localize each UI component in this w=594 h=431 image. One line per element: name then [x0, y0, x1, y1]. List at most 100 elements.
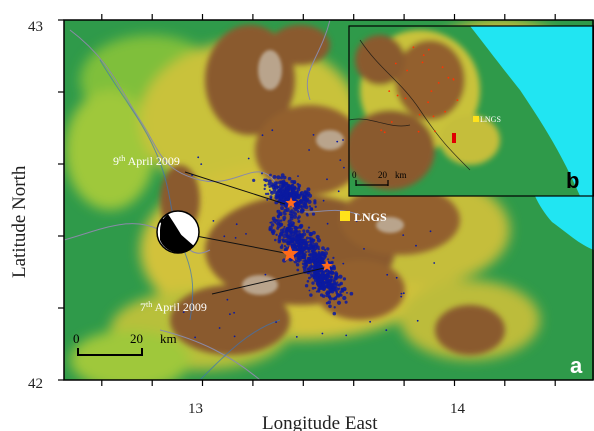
seismic-event-dot — [307, 249, 311, 253]
seismic-event-dot — [336, 283, 340, 287]
seismic-event-dot — [386, 273, 389, 276]
seismic-event-dot — [416, 319, 419, 322]
seismic-event-dot — [277, 234, 282, 239]
seismic-event-dot — [289, 235, 294, 239]
seismic-event-dot — [310, 265, 314, 268]
seismic-event-dot — [283, 225, 286, 228]
seismic-event-dot — [311, 212, 316, 216]
seismic-event-dot — [274, 221, 277, 224]
seismic-event-dot — [400, 295, 403, 298]
seismic-event-dot — [296, 216, 300, 220]
seismic-event-dot — [298, 204, 303, 208]
seismic-event-dot — [297, 186, 301, 189]
seismic-event-dot — [297, 235, 301, 238]
seismic-event-dot — [287, 176, 292, 181]
inset-scale-bar: 0 20 km — [352, 170, 407, 186]
seismic-event-dot — [272, 174, 277, 179]
seismic-event-dot — [275, 321, 277, 323]
seismic-event-dot — [395, 276, 398, 279]
seismic-event-dot — [308, 149, 310, 151]
seismic-event-dot — [317, 271, 320, 274]
seismic-event-dot — [314, 263, 317, 266]
seismic-event-dot — [274, 238, 277, 242]
seismic-event-dot — [293, 187, 297, 190]
seismic-event-dot — [282, 211, 285, 214]
sea — [535, 196, 594, 250]
seismic-event-dot — [272, 183, 275, 186]
seismic-event-dot — [278, 194, 283, 200]
seismic-event-dot — [326, 222, 329, 225]
seismic-event-dot — [296, 190, 299, 194]
seismic-event-dot — [328, 270, 332, 275]
seismic-event-dot — [331, 297, 335, 300]
seismic-event-dot — [336, 300, 342, 305]
seismic-event-dot — [194, 336, 197, 339]
focal-mechanism-beachball-icon — [156, 210, 200, 254]
seismic-event-dot — [282, 179, 286, 183]
seismic-event-dot — [309, 293, 313, 297]
seismic-event-dot — [321, 332, 324, 335]
seismic-event-dot — [333, 277, 337, 281]
seismic-event-dot — [276, 175, 281, 180]
scale-value: 20 — [130, 331, 143, 346]
seismic-event-dot — [270, 223, 275, 227]
seismic-event-dot — [290, 179, 294, 184]
seismic-event-dot — [223, 235, 226, 238]
seismic-event-dot — [261, 134, 264, 137]
seismic-event-dot — [295, 336, 298, 338]
inset-lngs-square-icon — [473, 116, 479, 122]
seismic-event-dot — [282, 233, 287, 239]
seismic-event-dot — [212, 220, 215, 222]
seismic-event-dot — [415, 244, 417, 247]
svg-text:km: km — [395, 170, 407, 180]
seismic-event-dot — [295, 240, 300, 244]
seismic-event-dot — [315, 234, 320, 240]
seismic-event-dot — [339, 159, 342, 162]
seismic-event-dot — [312, 238, 316, 242]
seismic-event-dot — [342, 286, 347, 292]
seismic-event-dot — [317, 282, 322, 287]
seismic-event-dot — [363, 248, 365, 250]
panel-label-a: a — [570, 353, 583, 378]
seismic-event-dot — [346, 292, 348, 294]
seismic-event-dot — [325, 282, 329, 285]
seismic-event-dot — [308, 247, 312, 251]
seismic-event-dot — [297, 252, 300, 255]
event-label-april9: 9th April 2009 — [113, 154, 180, 168]
panel-label-b: b — [566, 168, 579, 193]
seismic-event-dot — [312, 259, 315, 263]
seismic-event-dot — [332, 283, 334, 285]
seismic-event-dot — [290, 229, 293, 233]
seismic-event-dot — [235, 223, 238, 226]
seismic-event-dot — [286, 241, 291, 246]
seismic-event-dot — [301, 199, 306, 204]
seismic-event-dot — [296, 268, 300, 272]
seismic-event-dot — [263, 187, 266, 191]
seismic-event-dot — [301, 254, 304, 257]
seismic-event-dot — [329, 289, 332, 292]
x-axis-label: Longitude East — [262, 413, 378, 431]
seismic-event-dot — [297, 219, 301, 223]
inset-map: LNGS 0 20 km b — [348, 25, 594, 197]
seismic-event-dot — [276, 226, 280, 230]
seismic-event-dot — [335, 290, 338, 293]
seismic-event-dot — [296, 226, 300, 229]
seismic-event-dot — [269, 221, 272, 224]
seismic-event-dot — [286, 235, 290, 238]
seismic-event-dot — [323, 248, 327, 252]
seismic-event-dot — [303, 238, 308, 243]
seismic-event-dot — [334, 271, 338, 275]
seismic-event-dot — [355, 220, 358, 222]
seismic-event-dot — [279, 176, 284, 180]
lngs-square-icon — [340, 211, 350, 221]
seismic-event-dot — [339, 282, 342, 286]
seismic-event-dot — [307, 199, 312, 205]
seismic-event-dot — [281, 229, 286, 233]
seismic-event-dot — [304, 251, 308, 254]
seismic-event-dot — [295, 193, 298, 197]
seismic-event-dot — [309, 243, 313, 247]
seismic-event-dot — [197, 156, 200, 159]
seismic-event-dot — [263, 183, 267, 187]
inset-lngs-label: LNGS — [480, 115, 501, 124]
seismic-event-dot — [304, 242, 307, 245]
